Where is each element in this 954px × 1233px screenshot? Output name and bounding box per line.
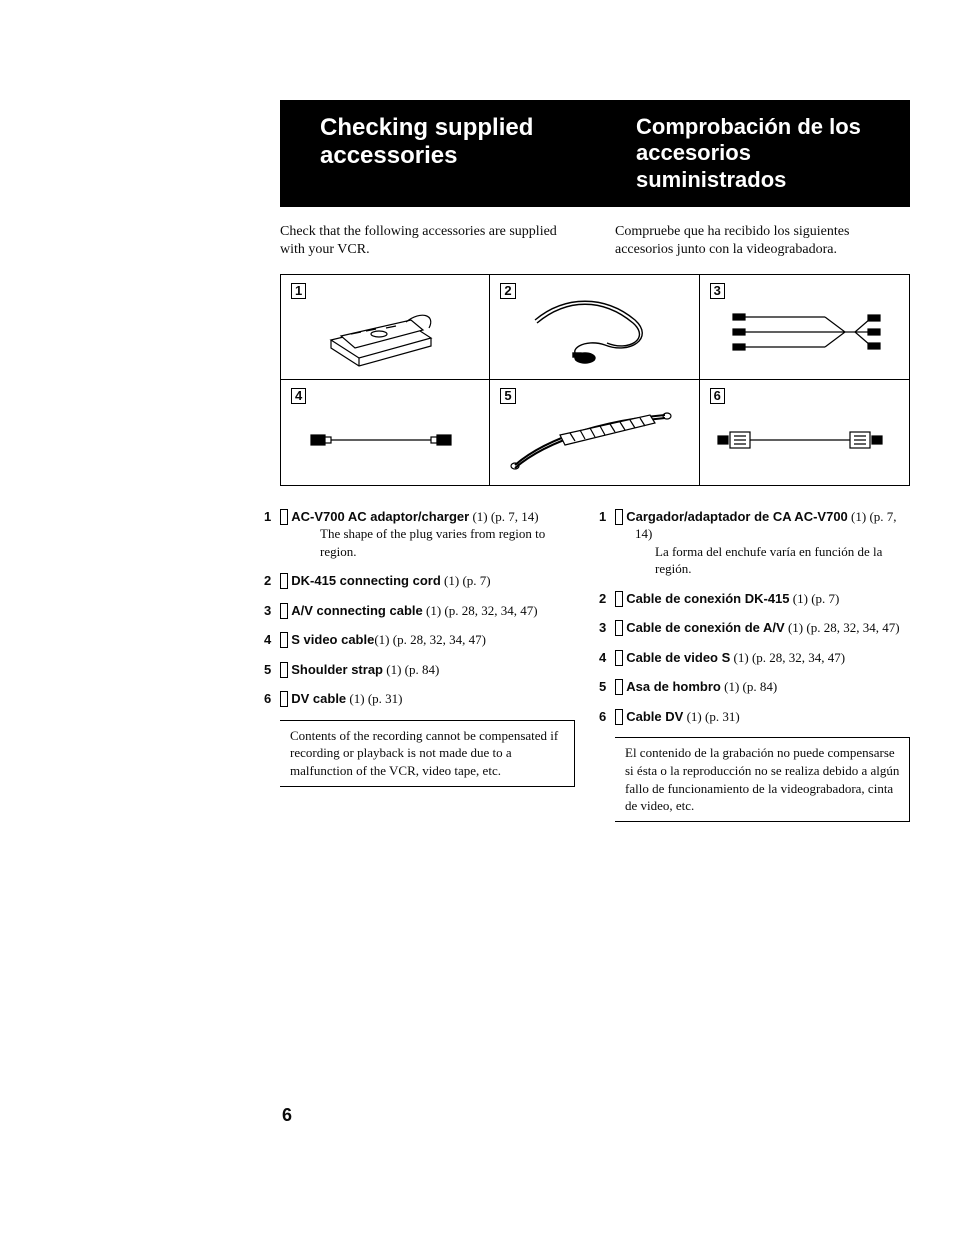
cell-num: 5 — [500, 388, 515, 404]
header-spanish: Comprobación de los accesorios suministr… — [636, 114, 892, 193]
cell-6: 6 — [700, 380, 909, 485]
intro-english: Check that the following accessories are… — [280, 223, 575, 259]
list-item: 2 DK-415 connecting cord (1) (p. 7) — [280, 572, 575, 590]
list-item: 1 Cargador/adaptador de CA AC-V700 (1) (… — [615, 508, 910, 578]
list-spanish: 1 Cargador/adaptador de CA AC-V700 (1) (… — [615, 508, 910, 822]
cell-5: 5 — [490, 380, 699, 485]
page-content: Checking supplied accessories Comprobaci… — [280, 100, 910, 822]
disclaimer-spanish: El contenido de la grabación no puede co… — [615, 737, 910, 821]
list-item: 5 Asa de hombro (1) (p. 84) — [615, 678, 910, 696]
header-es-line2: accesorios suministrados — [636, 140, 892, 193]
list-item: 6 Cable DV (1) (p. 31) — [615, 708, 910, 726]
disclaimer-english: Contents of the recording cannot be comp… — [280, 720, 575, 787]
list-item: 1 AC-V700 AC adaptor/charger (1) (p. 7, … — [280, 508, 575, 561]
list-item: 4 Cable de video S (1) (p. 28, 32, 34, 4… — [615, 649, 910, 667]
cell-1: 1 — [281, 275, 490, 380]
list-item: 5 Shoulder strap (1) (p. 84) — [280, 661, 575, 679]
accessory-grid: 1 2 — [280, 274, 910, 486]
page-number: 6 — [282, 1105, 292, 1126]
cell-3: 3 — [700, 275, 909, 380]
intro-row: Check that the following accessories are… — [280, 207, 910, 273]
cell-num: 6 — [710, 388, 725, 404]
list-item: 3 Cable de conexión de A/V (1) (p. 28, 3… — [615, 619, 910, 637]
list-item: 6 DV cable (1) (p. 31) — [280, 690, 575, 708]
header-es-line1: Comprobación de los — [636, 114, 892, 140]
section-header: Checking supplied accessories Comprobaci… — [280, 100, 910, 207]
cell-2: 2 — [490, 275, 699, 380]
shoulder-strap-icon — [500, 405, 680, 475]
av-cable-icon — [715, 297, 885, 367]
s-video-cable-icon — [301, 420, 461, 460]
cell-num: 1 — [291, 283, 306, 299]
cell-num: 4 — [291, 388, 306, 404]
cell-4: 4 — [281, 380, 490, 485]
accessory-lists: 1 AC-V700 AC adaptor/charger (1) (p. 7, … — [280, 486, 910, 822]
dv-cable-icon — [710, 420, 890, 460]
header-english: Checking supplied accessories — [320, 114, 576, 193]
cell-num: 2 — [500, 283, 515, 299]
header-en-line2: accessories — [320, 142, 576, 170]
list-english: 1 AC-V700 AC adaptor/charger (1) (p. 7, … — [280, 508, 575, 822]
list-item: 3 A/V connecting cable (1) (p. 28, 32, 3… — [280, 602, 575, 620]
list-item: 4 S video cable(1) (p. 28, 32, 34, 47) — [280, 631, 575, 649]
connecting-cord-icon — [515, 290, 665, 370]
ac-adapter-icon — [311, 290, 451, 370]
intro-spanish: Compruebe que ha recibido los siguientes… — [615, 223, 910, 259]
list-item: 2 Cable de conexión DK-415 (1) (p. 7) — [615, 590, 910, 608]
header-en-line1: Checking supplied — [320, 114, 576, 142]
